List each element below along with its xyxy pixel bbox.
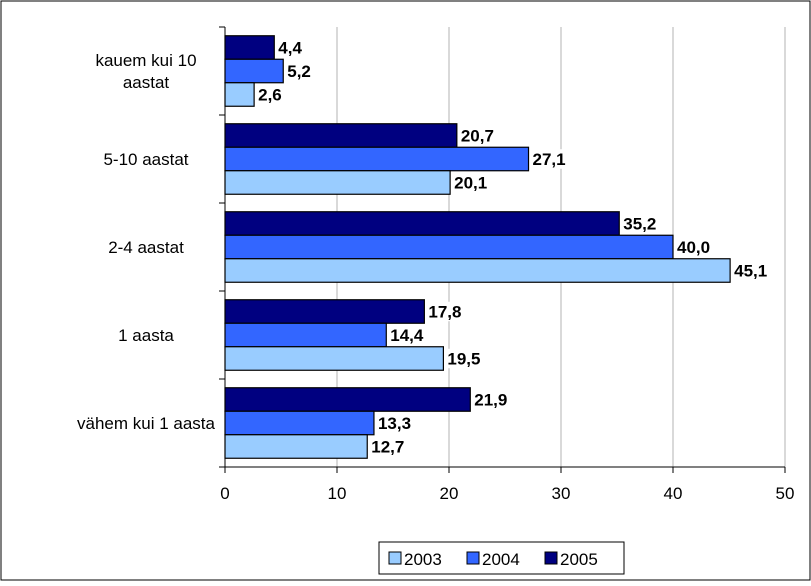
legend-swatch-2004 [466,551,480,565]
x-tick-label: 10 [328,484,347,503]
data-label-bg [471,389,516,410]
data-label: 45,1 [734,262,767,281]
bar-2003 [224,258,731,283]
bar-2003 [224,434,368,459]
bar-2004 [224,410,375,436]
legend-label-2004: 2004 [482,550,520,569]
legend-box [378,541,625,575]
data-label: 12,7 [371,438,404,457]
data-label: 20,1 [454,174,487,193]
data-label: 27,1 [533,150,566,169]
bar-2004 [224,58,284,84]
data-label-bg [255,84,290,105]
data-label: 5,2 [287,62,311,81]
bar-2003 [224,170,451,195]
bar-2005 [224,211,620,236]
data-label: 19,5 [447,350,480,369]
bar-2005 [224,387,471,412]
x-tick-label: 30 [552,484,571,503]
data-label-bg [374,413,419,433]
bar-2003 [224,346,444,371]
data-label-bg [451,172,496,193]
bar-2004 [224,234,674,260]
x-tick-label: 40 [664,484,683,503]
data-label: 21,9 [474,391,507,410]
data-label: 14,4 [390,326,424,345]
data-label-bg [368,436,413,457]
legend: 2003 2004 2005 [378,541,625,575]
legend-label-2005: 2005 [560,550,598,569]
data-label: 2,6 [258,86,282,105]
data-label-bg [674,237,718,257]
bar-2005 [224,123,458,148]
bar-2004 [224,322,387,348]
bar-2005 [224,299,425,324]
axes: 0 10 20 30 40 50 kauem kui 10 aastat 5-10 aastat… [77,26,795,503]
category-label: vähem kui 1 aasta [77,414,216,433]
bar-2005 [224,35,275,60]
legend-label-2003: 2003 [404,550,442,569]
data-label: 4,4 [278,39,302,58]
data-label-bg [529,149,574,169]
data-label-bg [457,125,502,146]
x-tick-label: 50 [776,484,795,503]
data-label-bg [425,301,470,322]
data-label-bg [284,61,319,81]
data-label-bg [444,348,489,369]
category-label: 2-4 aastat [108,238,184,257]
data-label-bg [731,260,776,281]
legend-swatch-2003 [388,551,402,565]
legend-swatch-2005 [544,551,558,565]
bar-2003 [224,82,255,107]
category-label: aastat [123,73,170,92]
data-label: 17,8 [428,303,461,322]
labels: 4,4 5,2 2,6 20,7 27,1 20,1 35,2 40,0 45,1 17,814,… [255,37,776,457]
x-tick-label: 0 [220,484,229,503]
data-label-bg [275,37,310,58]
category-label: 1 aasta [118,326,174,345]
x-tick-label: 20 [440,484,459,503]
data-label: 40,0 [677,238,710,257]
data-label-bg [387,325,432,345]
category-label: kauem kui 10 [95,51,196,70]
data-label: 13,3 [378,414,411,433]
data-label: 20,7 [461,127,494,146]
data-label-bg [620,213,665,234]
data-label: 35,2 [623,215,656,234]
category-label: 5-10 aastat [103,150,188,169]
bar-2004 [224,146,530,172]
bars [224,35,731,459]
